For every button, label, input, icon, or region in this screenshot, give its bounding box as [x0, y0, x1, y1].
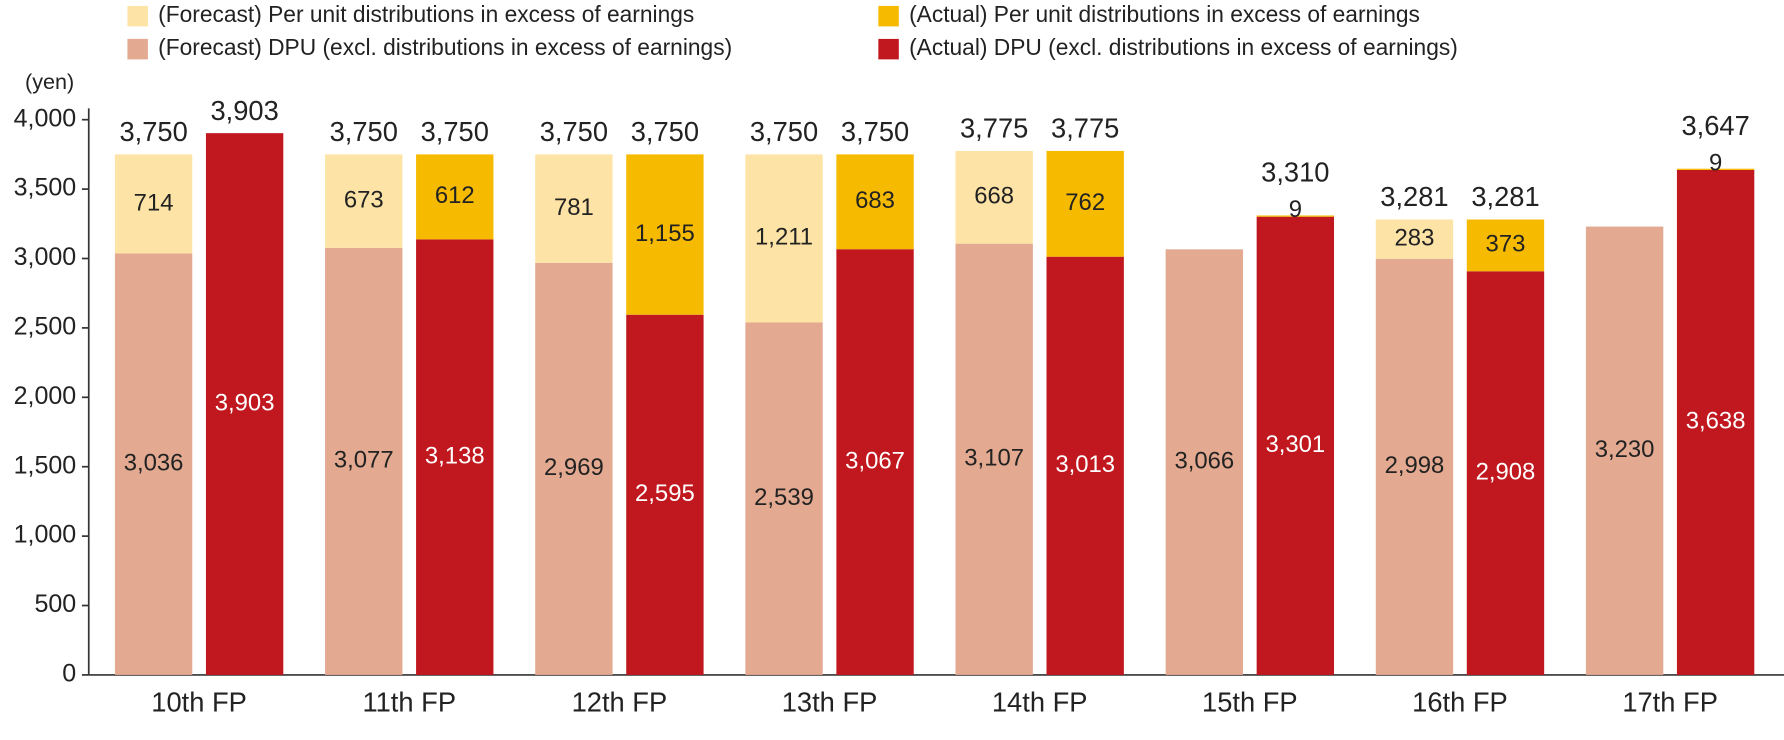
x-tick-label: 15th FP [1202, 687, 1298, 718]
x-tick-label: 12th FP [572, 687, 668, 718]
value-label: 762 [1065, 189, 1105, 216]
y-tick-label: 3,500 [14, 174, 77, 202]
bar-segment [626, 314, 704, 675]
bar-segment [535, 262, 613, 675]
value-label: 2,595 [635, 480, 695, 507]
total-label: 3,750 [330, 116, 398, 147]
total-label: 3,750 [750, 116, 818, 147]
value-label: 1,211 [755, 224, 813, 251]
value-label: 3,638 [1686, 408, 1746, 435]
bar-segment [745, 154, 823, 323]
value-label: 3,138 [425, 442, 485, 469]
bar-segment [1256, 215, 1335, 217]
value-label: 3,066 [1174, 447, 1234, 474]
bar-segment [1375, 219, 1454, 259]
value-label: 3,013 [1055, 451, 1115, 478]
value-label: 373 [1486, 231, 1526, 258]
value-label: 9 [1289, 196, 1302, 223]
value-label: 3,067 [845, 447, 905, 474]
legend-label: (Actual) DPU (excl. distributions in exc… [909, 34, 1458, 60]
value-label: 3,903 [215, 389, 275, 416]
value-label: 612 [435, 182, 475, 209]
total-label: 3,775 [1051, 113, 1119, 144]
y-tick-label: 2,000 [14, 382, 77, 410]
total-label: 3,281 [1380, 181, 1448, 212]
bar-segment [114, 253, 193, 675]
legend-label: (Forecast) Per unit distributions in exc… [158, 1, 694, 27]
y-tick-label: 1,000 [14, 521, 77, 549]
value-label: 283 [1395, 224, 1435, 251]
value-label: 2,539 [754, 484, 814, 511]
bar-segment [836, 249, 914, 675]
total-label: 3,647 [1681, 110, 1749, 141]
bar-segment [416, 239, 494, 675]
bar-segment [745, 322, 823, 675]
bar-segment [205, 133, 284, 675]
total-label: 3,750 [421, 116, 489, 147]
value-label: 9 [1709, 149, 1722, 176]
y-tick-label: 0 [62, 660, 76, 688]
legend-label: (Actual) Per unit distributions in exces… [909, 1, 1420, 27]
value-label: 2,969 [544, 454, 604, 481]
bar-segment [1676, 168, 1755, 170]
x-tick-label: 13th FP [782, 687, 878, 718]
y-tick-label: 3,000 [14, 243, 77, 271]
total-label: 3,750 [119, 116, 187, 147]
value-label: 3,301 [1265, 431, 1325, 458]
y-tick-label: 500 [34, 590, 76, 618]
bar-segment [1256, 216, 1335, 675]
bar-segment [1165, 249, 1243, 675]
bar-segment [325, 154, 403, 248]
bar-segment [836, 154, 914, 250]
value-label: 3,107 [964, 445, 1024, 472]
x-tick-label: 10th FP [151, 687, 247, 718]
x-tick-label: 17th FP [1622, 687, 1718, 718]
bar-segment [955, 243, 1033, 675]
value-label: 1,155 [635, 220, 695, 247]
bar-segment [955, 150, 1033, 244]
total-label: 3,903 [210, 95, 278, 126]
value-label: 781 [554, 194, 594, 221]
value-label: 683 [855, 187, 895, 214]
legend-swatch [878, 38, 899, 60]
bar-segment [1046, 150, 1124, 257]
value-label: 714 [134, 189, 174, 216]
value-label: 2,908 [1476, 458, 1536, 485]
value-label: 2,998 [1385, 452, 1445, 479]
total-label: 3,775 [960, 113, 1028, 144]
legend-label: (Forecast) DPU (excl. distributions in e… [158, 34, 732, 60]
y-tick-label: 2,500 [14, 313, 77, 341]
value-label: 3,077 [334, 447, 394, 474]
bar-segment [1375, 258, 1454, 675]
bar-segment [626, 154, 704, 315]
bar-segment [416, 154, 494, 240]
y-tick-label: 4,000 [14, 104, 77, 132]
legend-swatch [878, 5, 899, 27]
total-label: 3,281 [1471, 181, 1539, 212]
value-label: 3,230 [1595, 436, 1655, 463]
y-axis-title: (yen) [25, 69, 74, 94]
total-label: 3,750 [540, 116, 608, 147]
value-label: 673 [344, 186, 384, 213]
total-label: 3,750 [841, 116, 909, 147]
value-label: 668 [974, 183, 1014, 210]
bar-segment [1466, 219, 1545, 272]
legend-swatch [127, 5, 148, 27]
x-tick-label: 11th FP [362, 687, 456, 718]
total-label: 3,310 [1261, 157, 1329, 188]
value-label: 3,036 [124, 450, 184, 477]
total-label: 3,750 [631, 116, 699, 147]
bar-segment [114, 154, 193, 254]
bar-segment [325, 247, 403, 675]
x-tick-label: 14th FP [992, 687, 1088, 718]
legend-swatch [127, 38, 148, 60]
x-tick-label: 16th FP [1412, 687, 1508, 718]
bar-segment [1585, 226, 1664, 675]
bar-segment [535, 154, 613, 263]
bar-segment [1046, 256, 1124, 675]
bar-segment [1466, 271, 1545, 675]
y-tick-label: 1,500 [14, 451, 77, 479]
bar-segment [1676, 169, 1755, 675]
